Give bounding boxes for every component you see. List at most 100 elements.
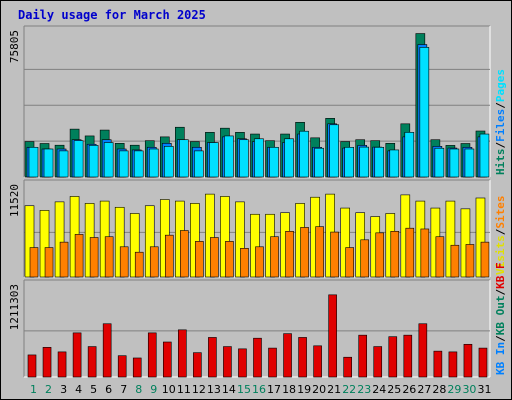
legend-entry: KB In bbox=[494, 342, 507, 375]
pages-bar bbox=[58, 150, 69, 178]
visits-bar bbox=[114, 206, 125, 278]
visits-bar bbox=[250, 213, 260, 278]
day-label: 7 bbox=[120, 383, 127, 396]
day-label: 29 bbox=[447, 383, 461, 396]
kb-bar bbox=[343, 356, 352, 378]
day-label: 6 bbox=[105, 383, 112, 396]
kb-bar bbox=[193, 352, 202, 378]
visits-bar bbox=[129, 213, 140, 278]
sites-bar bbox=[164, 234, 174, 278]
sites-bar bbox=[300, 227, 309, 278]
sites-bar bbox=[74, 234, 84, 278]
day-label: 22 bbox=[342, 383, 356, 396]
day-label: 30 bbox=[462, 383, 476, 396]
panel-2-y-max-label: 11520 bbox=[8, 184, 21, 217]
kb-bar bbox=[373, 346, 383, 378]
visits-bar bbox=[205, 193, 215, 278]
kb-bar bbox=[298, 337, 307, 378]
sites-bar bbox=[345, 247, 354, 278]
panel-1-legend: Hits/Files/Pages bbox=[494, 69, 507, 175]
legend-entry: / bbox=[494, 142, 507, 149]
day-label: 23 bbox=[357, 383, 371, 396]
pages-bar bbox=[28, 146, 39, 178]
kb-bar bbox=[147, 332, 157, 378]
pages-bar bbox=[449, 148, 460, 178]
legend-entry: Pages bbox=[494, 69, 507, 102]
kb-bar bbox=[102, 323, 112, 378]
pages-bar bbox=[118, 150, 129, 178]
visits-bar bbox=[235, 201, 245, 278]
kb-bar bbox=[178, 329, 187, 378]
kb-bar bbox=[87, 346, 97, 378]
kb-bar bbox=[448, 351, 458, 378]
sites-bar bbox=[450, 244, 460, 278]
sites-bar bbox=[180, 230, 189, 278]
sites-bar bbox=[420, 228, 430, 278]
day-label: 20 bbox=[312, 383, 326, 396]
day-label: 17 bbox=[267, 383, 281, 396]
kb-bar bbox=[283, 333, 292, 378]
day-label: 27 bbox=[417, 383, 431, 396]
pages-bar bbox=[359, 146, 370, 178]
legend-entry: / bbox=[494, 102, 507, 109]
visits-bar bbox=[24, 205, 35, 278]
sites-bar bbox=[315, 226, 324, 278]
legend-entry: Files bbox=[494, 109, 507, 142]
kb-bar bbox=[117, 355, 127, 378]
visits-bar bbox=[190, 203, 200, 278]
day-label: 13 bbox=[207, 383, 221, 396]
pages-bar bbox=[329, 124, 339, 178]
day-label: 19 bbox=[297, 383, 311, 396]
pages-bar bbox=[419, 47, 430, 178]
day-label: 9 bbox=[150, 383, 157, 396]
day-label: 5 bbox=[90, 383, 97, 396]
sites-bar bbox=[119, 246, 129, 278]
legend-entry: Visits bbox=[494, 235, 507, 275]
panel-3-legend: KB In/KB Out/KB F bbox=[494, 262, 507, 375]
kb-bar bbox=[478, 347, 488, 378]
kb-bar bbox=[57, 351, 67, 378]
pages-bar bbox=[344, 146, 354, 178]
sites-bar bbox=[435, 236, 445, 278]
day-label: 15 bbox=[237, 383, 251, 396]
day-label: 28 bbox=[432, 383, 446, 396]
day-label: 24 bbox=[372, 383, 386, 396]
sites-bar bbox=[270, 236, 279, 278]
sites-bar bbox=[375, 232, 385, 278]
sites-bar bbox=[390, 230, 400, 278]
kb-bar bbox=[253, 337, 262, 378]
kb-bar bbox=[463, 343, 473, 378]
day-label: 21 bbox=[327, 383, 341, 396]
kb-bar bbox=[238, 348, 247, 378]
pages-bar bbox=[148, 148, 159, 178]
visits-bar bbox=[475, 197, 486, 278]
sites-bar bbox=[195, 241, 204, 278]
day-label: 3 bbox=[60, 383, 67, 396]
day-label: 8 bbox=[135, 383, 142, 396]
kb-bar bbox=[358, 334, 368, 378]
day-label: 2 bbox=[45, 383, 52, 396]
day-label: 25 bbox=[387, 383, 401, 396]
day-label: 10 bbox=[162, 383, 176, 396]
pages-bar bbox=[389, 149, 400, 178]
kb-bar bbox=[388, 336, 398, 378]
panel-2-legend: Visits/Sites bbox=[494, 196, 507, 276]
kb-bar bbox=[42, 347, 52, 378]
day-label: 4 bbox=[75, 383, 82, 396]
legend-entry: / bbox=[494, 335, 507, 342]
sites-bar bbox=[255, 246, 264, 278]
pages-bar bbox=[269, 146, 279, 178]
pages-bar bbox=[88, 145, 99, 178]
panel-1-y-max-label: 75805 bbox=[8, 30, 21, 63]
legend-entry: / bbox=[494, 289, 507, 296]
visits-bar bbox=[54, 201, 65, 278]
day-label: 31 bbox=[477, 383, 491, 396]
day-label: 1 bbox=[30, 383, 37, 396]
sites-bar bbox=[104, 236, 114, 278]
kb-bar bbox=[433, 350, 443, 378]
sites-bar bbox=[59, 241, 69, 278]
visits-bar bbox=[220, 196, 230, 278]
kb-bar bbox=[27, 354, 37, 378]
kb-bar bbox=[162, 341, 172, 378]
